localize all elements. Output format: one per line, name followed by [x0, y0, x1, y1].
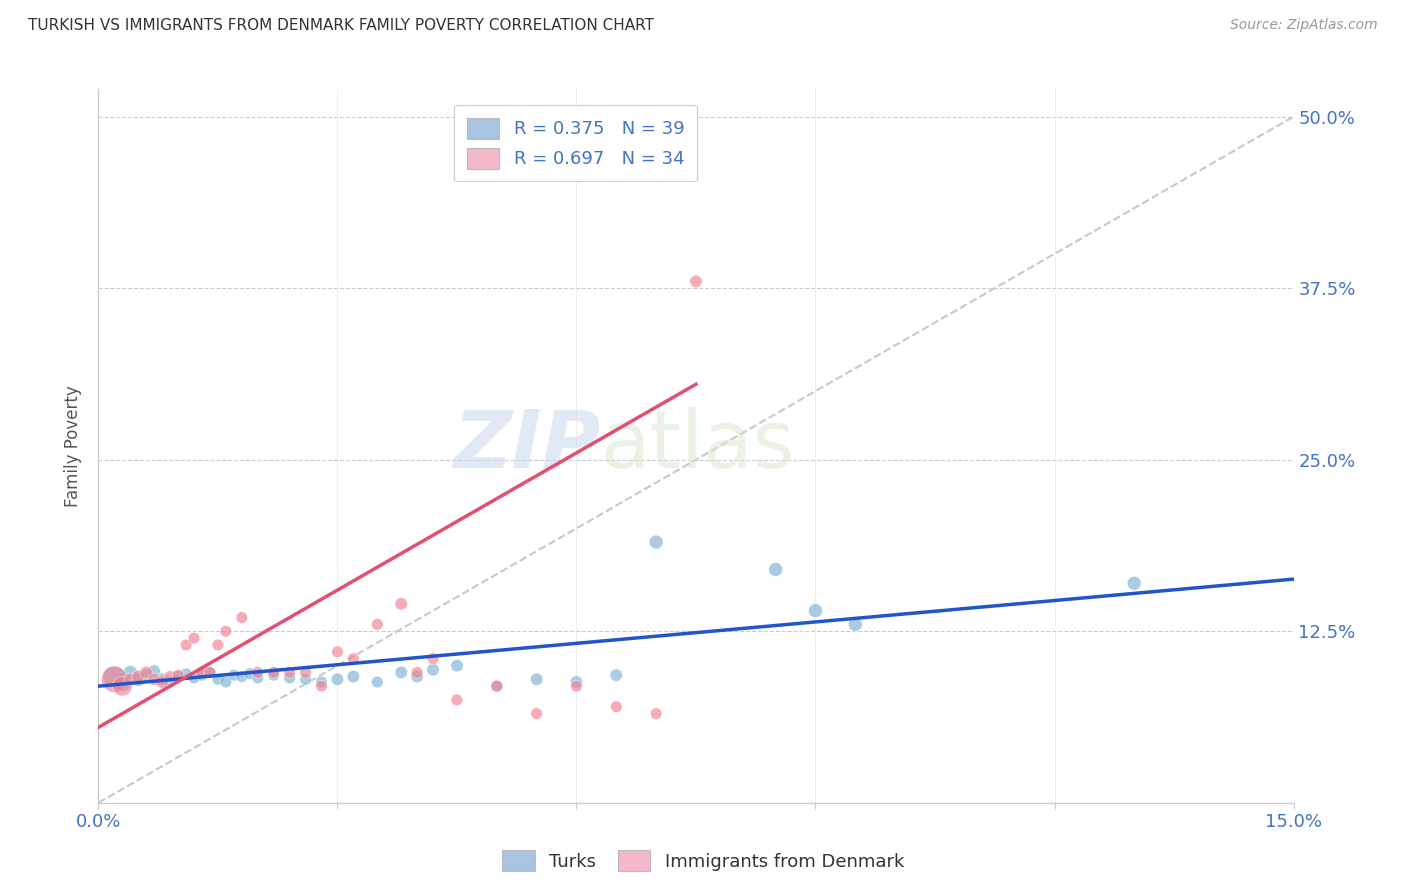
Y-axis label: Family Poverty: Family Poverty [65, 385, 83, 507]
Point [127, 673, 149, 687]
Point [342, 651, 364, 665]
Point [278, 671, 301, 685]
Point [183, 671, 205, 685]
Point [103, 673, 125, 687]
Point [366, 617, 388, 632]
Point [111, 679, 134, 693]
Point [198, 665, 221, 680]
Point [278, 665, 301, 680]
Point [605, 668, 627, 682]
Point [127, 669, 149, 683]
Point [526, 706, 548, 721]
Point [565, 679, 588, 693]
Point [389, 665, 412, 680]
Point [645, 535, 668, 549]
Point [215, 675, 238, 690]
Point [342, 669, 364, 683]
Point [685, 274, 707, 288]
Point [565, 675, 588, 690]
Point [406, 665, 429, 680]
Point [207, 638, 229, 652]
Point [422, 663, 444, 677]
Point [446, 693, 468, 707]
Point [159, 675, 181, 690]
Point [143, 664, 166, 678]
Point [239, 666, 262, 681]
Point [174, 638, 197, 652]
Point [167, 668, 190, 682]
Point [120, 665, 142, 680]
Point [159, 669, 181, 683]
Point [191, 665, 214, 680]
Point [111, 675, 134, 690]
Point [263, 668, 285, 682]
Point [135, 668, 157, 682]
Point [103, 669, 125, 683]
Text: TURKISH VS IMMIGRANTS FROM DENMARK FAMILY POVERTY CORRELATION CHART: TURKISH VS IMMIGRANTS FROM DENMARK FAMIL… [28, 18, 654, 33]
Point [446, 658, 468, 673]
Point [183, 631, 205, 645]
Point [526, 673, 548, 687]
Point [231, 669, 253, 683]
Point [366, 675, 388, 690]
Point [326, 645, 349, 659]
Point [645, 706, 668, 721]
Text: Source: ZipAtlas.com: Source: ZipAtlas.com [1230, 18, 1378, 32]
Point [174, 666, 197, 681]
Point [485, 679, 508, 693]
Point [804, 604, 827, 618]
Point [605, 699, 627, 714]
Point [143, 673, 166, 687]
Point [120, 673, 142, 687]
Point [389, 597, 412, 611]
Point [246, 671, 269, 685]
Text: ZIP: ZIP [453, 407, 600, 485]
Point [422, 651, 444, 665]
Point [294, 673, 316, 687]
Point [207, 673, 229, 687]
Point [231, 610, 253, 624]
Legend: Turks, Immigrants from Denmark: Turks, Immigrants from Denmark [495, 843, 911, 879]
Point [150, 673, 173, 687]
Text: atlas: atlas [600, 407, 794, 485]
Point [294, 665, 316, 680]
Point [222, 668, 245, 682]
Point [246, 665, 269, 680]
Point [844, 617, 866, 632]
Point [198, 665, 221, 680]
Point [191, 668, 214, 682]
Point [311, 679, 333, 693]
Legend: R = 0.375   N = 39, R = 0.697   N = 34: R = 0.375 N = 39, R = 0.697 N = 34 [454, 105, 697, 181]
Point [765, 562, 787, 576]
Point [485, 679, 508, 693]
Point [311, 675, 333, 690]
Point [263, 665, 285, 680]
Point [135, 665, 157, 680]
Point [1123, 576, 1146, 591]
Point [406, 669, 429, 683]
Point [150, 675, 173, 690]
Point [167, 669, 190, 683]
Point [326, 673, 349, 687]
Point [215, 624, 238, 639]
